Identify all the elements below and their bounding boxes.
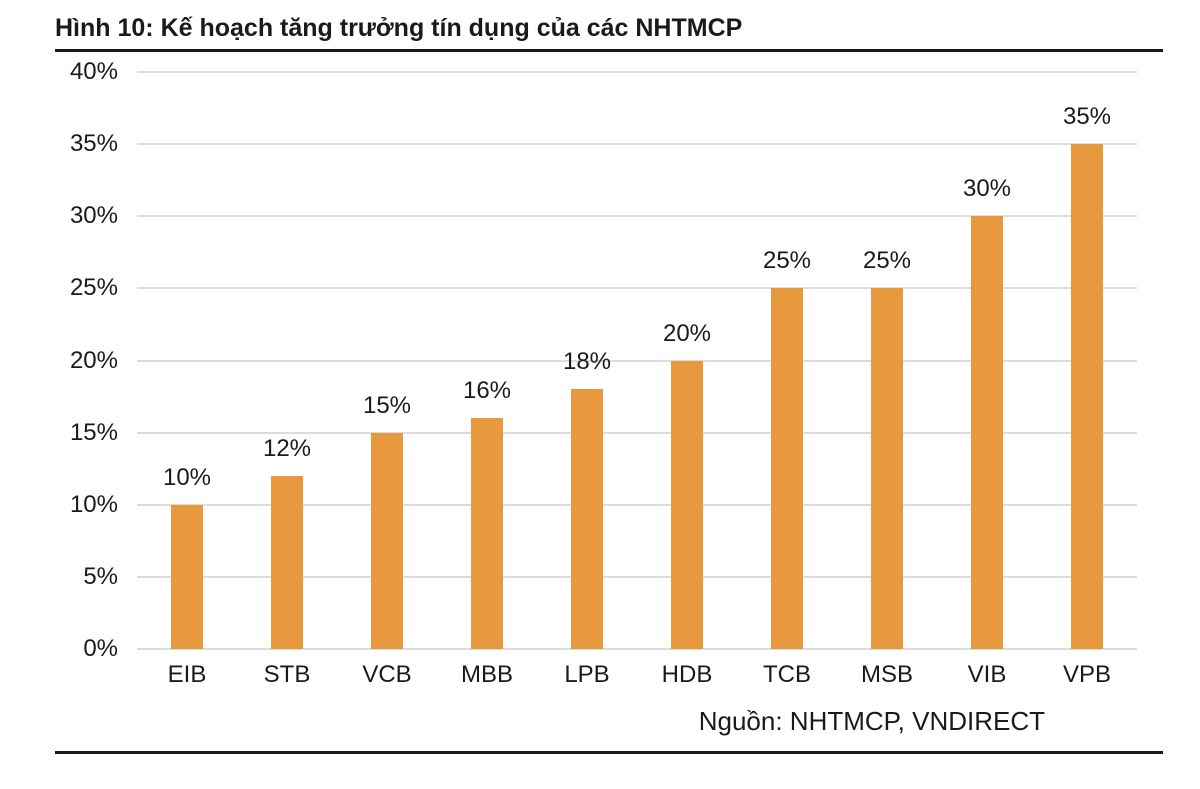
bar bbox=[971, 216, 1003, 649]
bar-value-label: 10% bbox=[162, 463, 212, 491]
bar bbox=[471, 418, 503, 649]
y-tick-label: 20% bbox=[69, 346, 118, 374]
title-divider bbox=[55, 49, 1163, 52]
bar bbox=[871, 288, 903, 649]
y-tick-label: 35% bbox=[69, 130, 118, 158]
bar-value-label: 15% bbox=[362, 391, 412, 419]
bar bbox=[371, 432, 403, 649]
bar bbox=[271, 475, 303, 649]
x-tick-label: HDB bbox=[661, 661, 713, 688]
bar bbox=[571, 389, 603, 649]
bar-value-label: 12% bbox=[262, 434, 312, 462]
y-tick-label: 25% bbox=[69, 274, 118, 302]
bar-value-label: 25% bbox=[862, 247, 912, 275]
bar-value-label: 16% bbox=[462, 377, 512, 405]
figure-title: Hình 10: Kế hoạch tăng trưởng tín dụng c… bbox=[55, 14, 743, 42]
y-tick-label: 0% bbox=[83, 635, 118, 662]
x-tick-label: MSB bbox=[860, 661, 913, 688]
y-tick-label: 5% bbox=[83, 562, 118, 590]
gridline bbox=[137, 215, 1137, 218]
bar bbox=[171, 504, 203, 649]
bar bbox=[671, 360, 703, 649]
gridline bbox=[137, 287, 1137, 290]
x-tick-label: VPB bbox=[1062, 661, 1112, 688]
bar-value-label: 25% bbox=[762, 247, 812, 275]
gridline bbox=[137, 575, 1137, 578]
gridline bbox=[137, 143, 1137, 146]
gridline bbox=[137, 503, 1137, 506]
x-tick-label: TCB bbox=[763, 661, 811, 688]
y-tick-label: 10% bbox=[69, 490, 118, 518]
bar-value-label: 20% bbox=[662, 319, 712, 347]
x-tick-label: EIB bbox=[167, 661, 207, 688]
bar bbox=[1071, 144, 1103, 649]
x-tick-label: VCB bbox=[362, 661, 412, 688]
gridline bbox=[137, 359, 1137, 362]
x-tick-label: LPB bbox=[564, 661, 610, 688]
bar-value-label: 35% bbox=[1062, 103, 1112, 131]
bottom-divider bbox=[55, 751, 1163, 754]
y-tick-label: 40% bbox=[69, 58, 118, 85]
gridline bbox=[137, 71, 1137, 73]
x-tick-label: VIB bbox=[967, 661, 1007, 688]
x-tick-label: MBB bbox=[460, 661, 513, 688]
y-tick-label: 15% bbox=[69, 418, 118, 446]
bar-value-label: 18% bbox=[562, 348, 612, 376]
gridline bbox=[137, 648, 1137, 650]
y-tick-label: 30% bbox=[69, 202, 118, 230]
bar-value-label: 30% bbox=[962, 175, 1012, 203]
bar bbox=[771, 288, 803, 649]
gridline bbox=[137, 431, 1137, 434]
x-tick-label: STB bbox=[263, 661, 311, 688]
source-note: Nguồn: NHTMCP, VNDIRECT bbox=[698, 706, 1045, 736]
